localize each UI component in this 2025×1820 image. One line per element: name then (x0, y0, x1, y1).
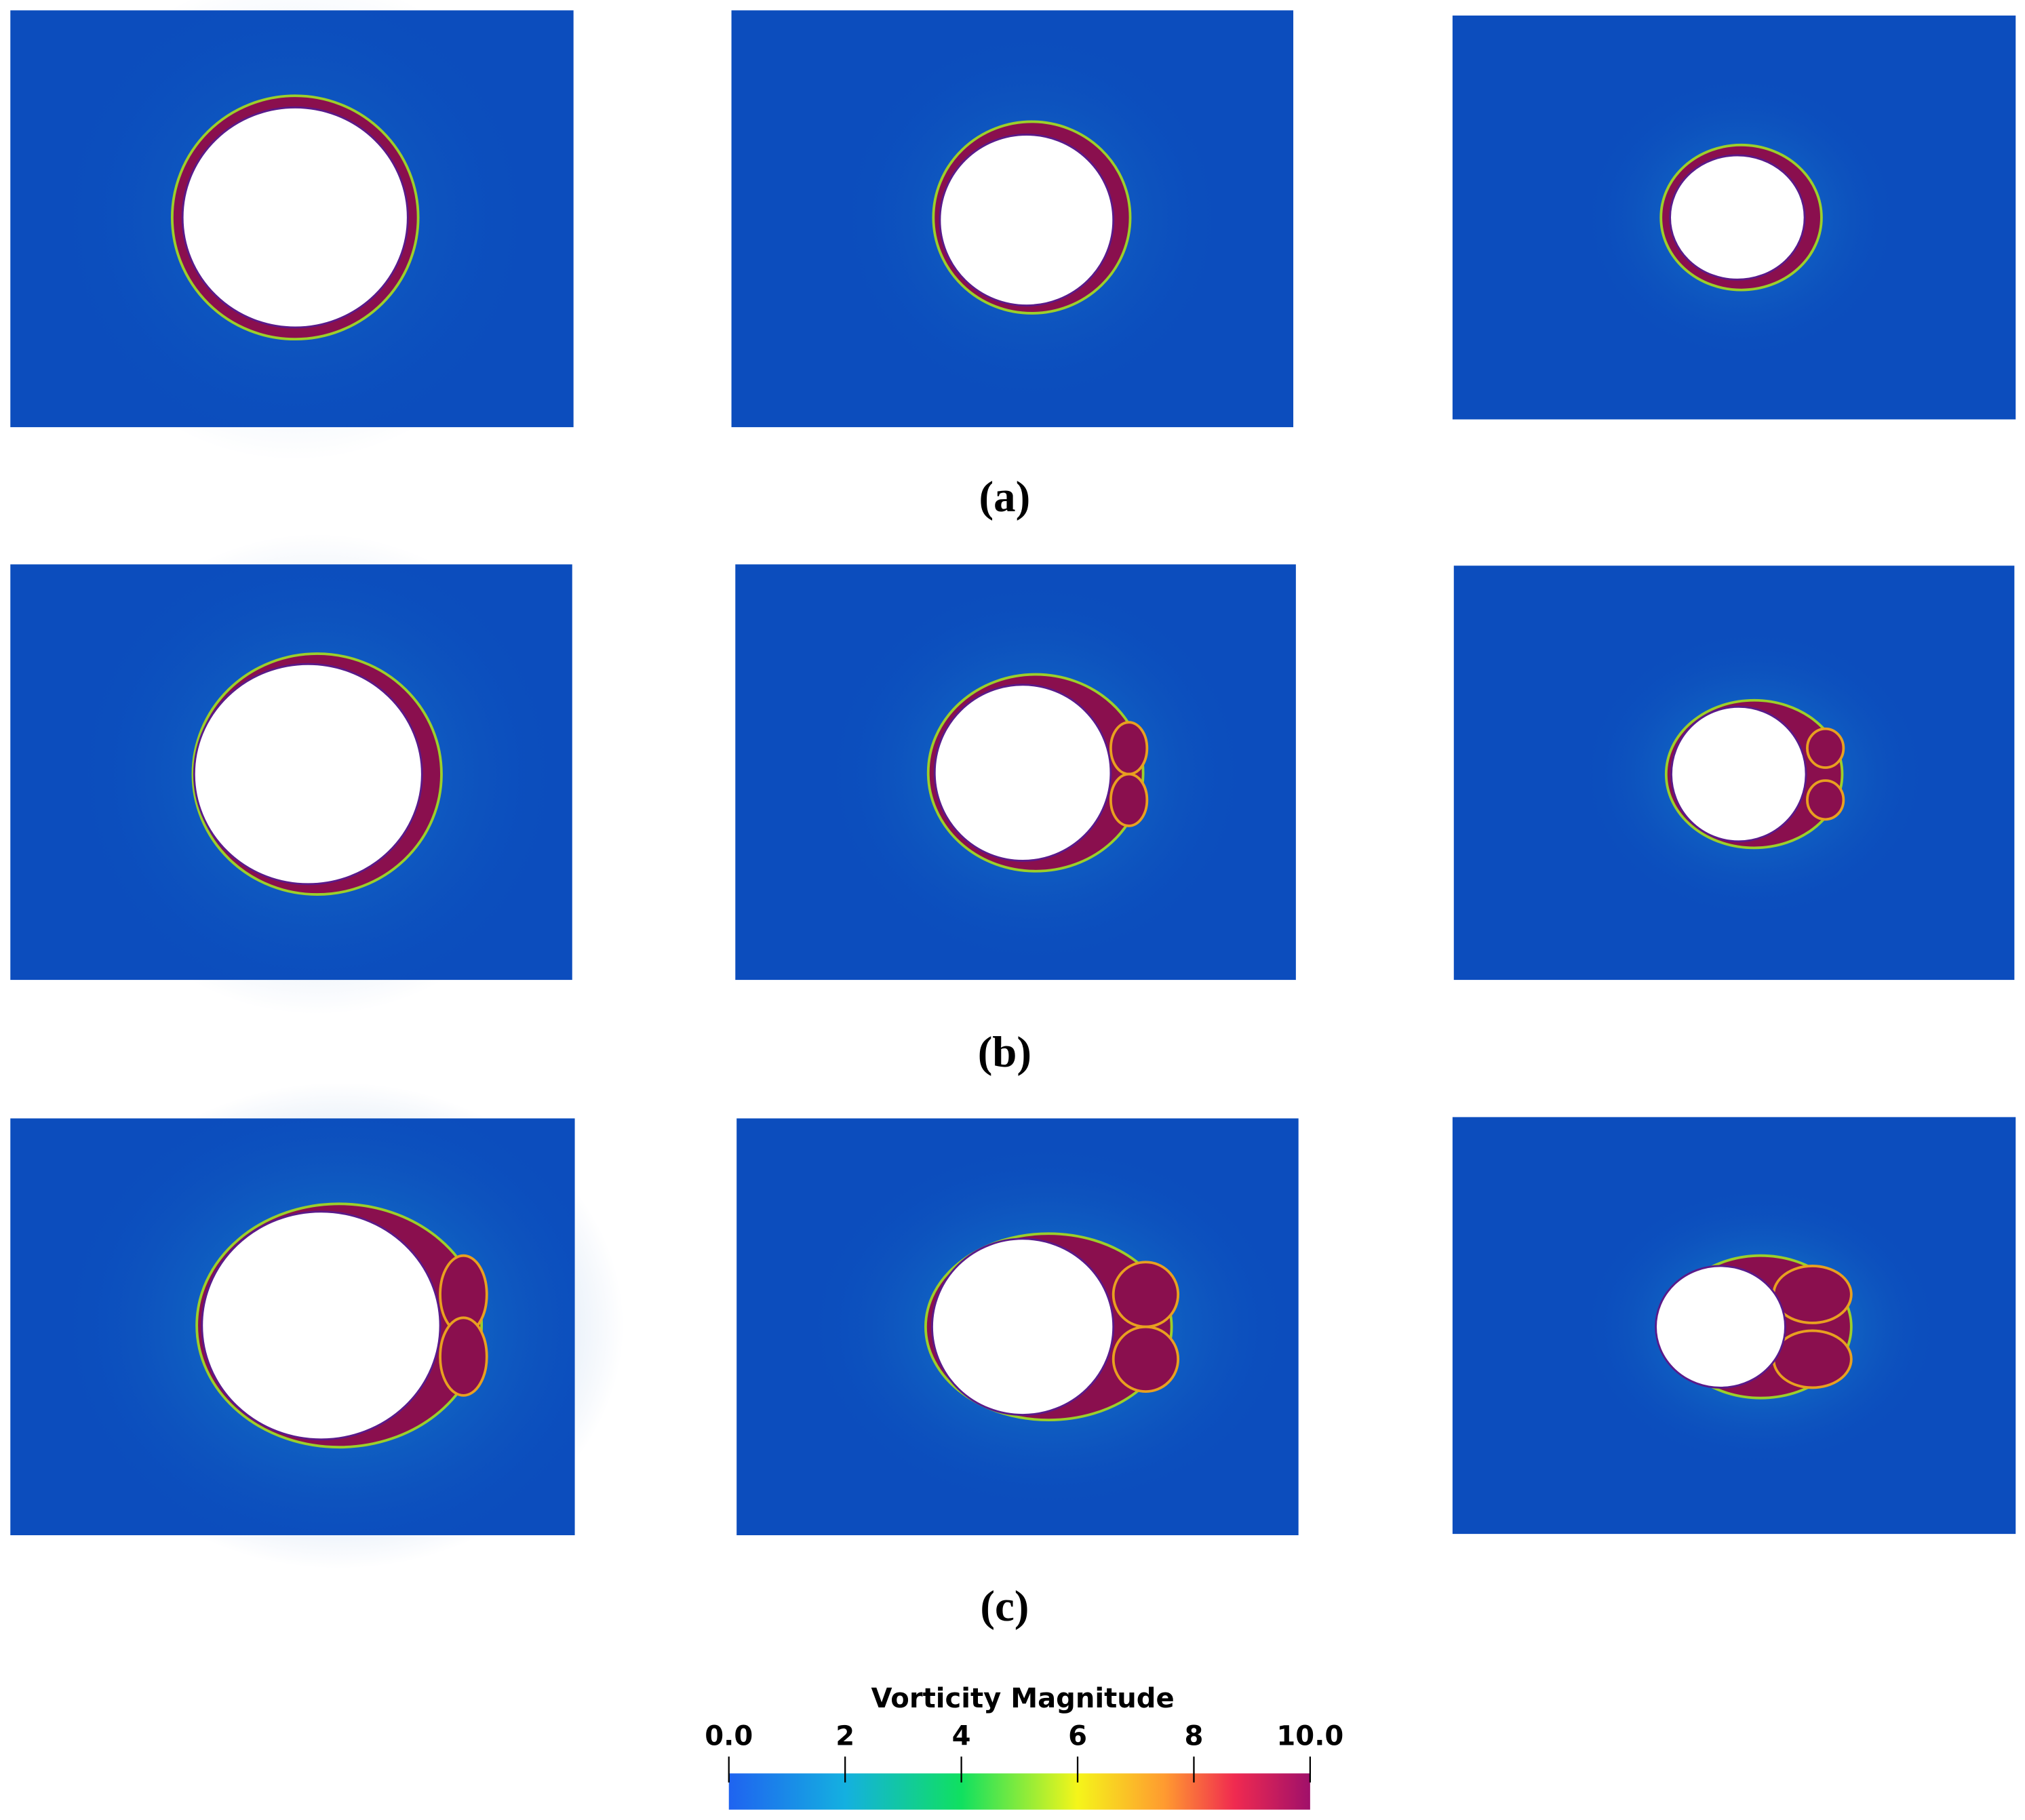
bubble (193, 662, 423, 886)
wake-lobe (1806, 727, 1845, 769)
panel (1452, 15, 2016, 420)
wake-lobe (1112, 1325, 1180, 1393)
bubble (181, 106, 409, 329)
wake-lobe (1772, 1265, 1853, 1324)
wake-lobe (1772, 1329, 1853, 1389)
panel (735, 564, 1296, 981)
colorbar-tick-label: 6 (1068, 1720, 1087, 1752)
panel (10, 1082, 625, 1569)
wake-lobe (1112, 1261, 1180, 1328)
bubble (933, 684, 1112, 862)
colorbar-title: Vorticity Magnitude (871, 1683, 1174, 1714)
wake-lobe (1109, 721, 1149, 776)
panels (10, 0, 2016, 1569)
caption: (c) (980, 1582, 1029, 1631)
colorbar-tick-label: 8 (1185, 1720, 1204, 1752)
panel (731, 10, 1294, 427)
panel (10, 533, 572, 1015)
colorbar-tick-label: 0.0 (705, 1720, 753, 1752)
colorbar (728, 1773, 1310, 1810)
bubble (939, 134, 1115, 306)
wake-lobe (1109, 772, 1149, 827)
colorbar-ticks: 0.0 2 4 6 8 10.0 (705, 1720, 1343, 1783)
bubble (931, 1238, 1115, 1416)
bubble (1670, 705, 1807, 843)
colorbar-tick-label: 2 (835, 1720, 854, 1752)
bubble (1655, 1265, 1786, 1389)
caption: (a) (979, 473, 1031, 521)
bubble (1669, 154, 1806, 281)
wake-lobe (1806, 779, 1845, 821)
panel (1452, 1117, 2016, 1535)
colorbar-tick-label: 10.0 (1276, 1720, 1343, 1752)
panel (736, 1118, 1299, 1536)
panel (1453, 566, 2015, 981)
wake-lobe (439, 1316, 488, 1397)
colorbar-tick-label: 4 (952, 1720, 971, 1752)
bubble (201, 1210, 441, 1441)
panel (10, 0, 574, 461)
caption: (b) (978, 1028, 1031, 1077)
